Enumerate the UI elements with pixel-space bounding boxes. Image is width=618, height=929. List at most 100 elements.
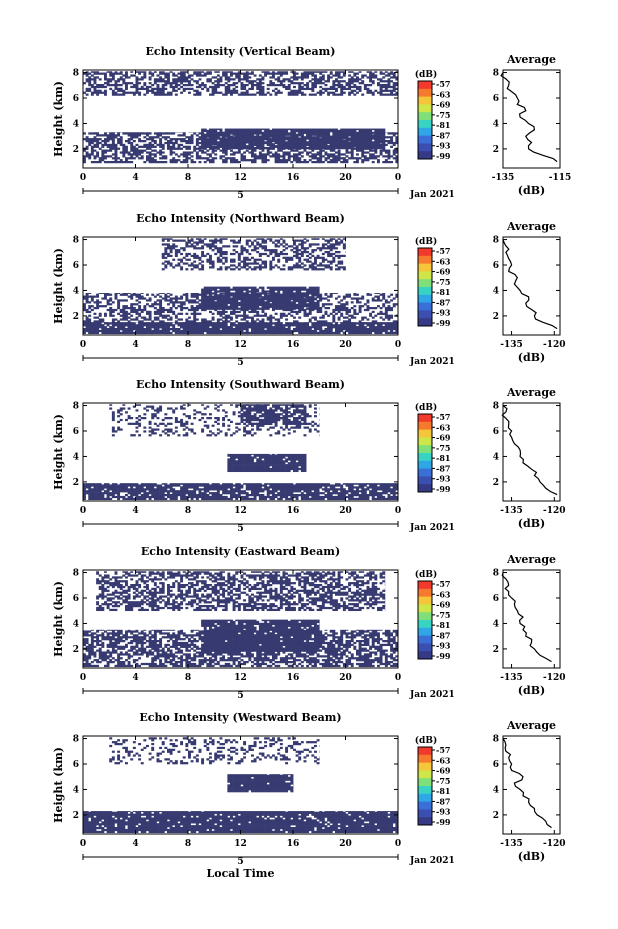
heatmap-cell bbox=[85, 155, 89, 158]
heatmap-cell bbox=[159, 132, 163, 135]
heatmap-cell bbox=[214, 307, 218, 310]
heatmap-cell bbox=[282, 288, 286, 291]
heatmap-cell bbox=[319, 129, 323, 133]
heatmap-cell bbox=[146, 155, 149, 158]
heatmap-cell bbox=[298, 147, 302, 150]
day-label: 5 bbox=[237, 191, 243, 201]
heatmap-cell bbox=[308, 266, 312, 269]
heatmap-cell bbox=[235, 91, 239, 94]
heatmap-cell bbox=[293, 143, 296, 146]
heatmap-cell bbox=[272, 300, 275, 303]
heatmap-cell bbox=[211, 145, 215, 148]
heatmap-cell bbox=[119, 78, 123, 81]
heatmap-cell bbox=[311, 84, 315, 87]
heatmap-cell bbox=[324, 139, 328, 142]
heatmap-cell bbox=[96, 91, 100, 94]
heatmap-cell bbox=[219, 143, 223, 146]
heatmap-cell bbox=[282, 301, 286, 305]
heatmap-cell bbox=[300, 91, 304, 94]
heatmap-cell bbox=[248, 131, 252, 134]
heatmap-cell bbox=[303, 128, 307, 131]
heatmap-cell bbox=[327, 254, 331, 258]
heatmap-cell bbox=[151, 143, 155, 147]
heatmap-cell bbox=[125, 161, 128, 164]
heatmap-cell bbox=[151, 161, 155, 164]
heatmap-cell bbox=[143, 74, 147, 77]
heatmap-cell bbox=[230, 143, 233, 146]
heatmap-cell bbox=[298, 252, 302, 256]
heatmap-cell bbox=[332, 157, 336, 160]
heatmap-cell bbox=[153, 149, 157, 152]
heatmap-cell bbox=[340, 137, 344, 140]
heatmap-cell bbox=[224, 301, 228, 305]
heatmap-cell bbox=[98, 134, 102, 137]
heatmap-cell bbox=[235, 328, 239, 331]
heatmap-cell bbox=[245, 78, 249, 81]
heatmap-cell bbox=[190, 78, 194, 81]
average-y-tick-label: 8 bbox=[493, 69, 499, 79]
heatmap-cell bbox=[379, 147, 383, 150]
heatmap-cell bbox=[224, 74, 228, 77]
heatmap-cell bbox=[85, 310, 89, 314]
heatmap-cell bbox=[300, 78, 304, 81]
heatmap-cell bbox=[146, 159, 149, 162]
heatmap-cell bbox=[371, 149, 375, 152]
heatmap-cell bbox=[177, 155, 181, 158]
heatmap-cell bbox=[306, 329, 310, 333]
heatmap-cell bbox=[261, 161, 265, 164]
heatmap-cell bbox=[298, 89, 302, 92]
heatmap-cell bbox=[327, 155, 331, 158]
heatmap-cell bbox=[300, 139, 304, 142]
heatmap-cell bbox=[251, 80, 254, 83]
heatmap-cell bbox=[258, 143, 262, 146]
heatmap-cell bbox=[384, 155, 388, 158]
heatmap-cell bbox=[261, 155, 265, 158]
heatmap-cell bbox=[156, 293, 160, 296]
heatmap-cell bbox=[374, 295, 378, 298]
heatmap-cell bbox=[135, 87, 139, 91]
heatmap-cell bbox=[222, 290, 226, 293]
heatmap-cell bbox=[224, 256, 228, 259]
heatmap-cell bbox=[253, 131, 257, 134]
heatmap-cell bbox=[329, 149, 333, 152]
heatmap-cell bbox=[237, 147, 241, 150]
heatmap-cell bbox=[203, 128, 207, 131]
heatmap-cell bbox=[243, 155, 247, 158]
heatmap-cell bbox=[188, 147, 191, 150]
heatmap-cell bbox=[379, 153, 383, 156]
heatmap-cell bbox=[342, 161, 346, 164]
heatmap-cell bbox=[369, 128, 373, 131]
heatmap-cell bbox=[211, 93, 215, 96]
heatmap-cell bbox=[311, 249, 315, 252]
heatmap-cell bbox=[303, 314, 307, 317]
heatmap-cell bbox=[277, 239, 281, 242]
heatmap-cell bbox=[361, 137, 365, 140]
heatmap-cell bbox=[96, 303, 100, 306]
heatmap-cell bbox=[269, 131, 273, 134]
heatmap-cell bbox=[384, 149, 388, 152]
heatmap-cell bbox=[298, 87, 302, 91]
heatmap-cell bbox=[195, 297, 199, 300]
heatmap-cell bbox=[282, 292, 286, 295]
heatmap-cell bbox=[308, 71, 312, 73]
heatmap-cell bbox=[206, 292, 210, 295]
heatmap-cell bbox=[201, 247, 205, 250]
heatmap-cell bbox=[308, 141, 312, 144]
heatmap-cell bbox=[319, 139, 323, 142]
heatmap-cell bbox=[316, 80, 320, 83]
heatmap-cell bbox=[366, 293, 370, 294]
heatmap-cell bbox=[243, 305, 247, 308]
heatmap-cell bbox=[303, 295, 307, 298]
heatmap-cell bbox=[264, 137, 268, 140]
heatmap-cell bbox=[140, 155, 144, 158]
heatmap-cell bbox=[335, 141, 338, 144]
heatmap-cell bbox=[146, 312, 149, 315]
heatmap-cell bbox=[282, 256, 286, 259]
heatmap-cell bbox=[345, 149, 349, 152]
heatmap-cell bbox=[174, 239, 178, 242]
heatmap-cell bbox=[117, 293, 121, 294]
heatmap-cell bbox=[193, 295, 197, 298]
heatmap-cell bbox=[329, 91, 333, 94]
heatmap-cell bbox=[185, 161, 189, 164]
heatmap-cell bbox=[198, 268, 202, 271]
